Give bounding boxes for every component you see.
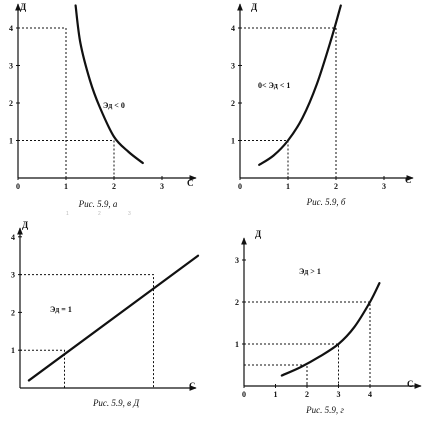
chart-panel-a: Д С 0 1 2 3 1 2 3 4 Эд < 0 Рис. 5.9, а (9, 2, 197, 209)
guide-line (18, 27, 67, 178)
figure-caption: Рис. 5.9, г (305, 405, 344, 415)
chart-panel-g: Д С 0 1 2 3 4 1 2 3 Эд > 1 Рис. 5.9, г (235, 229, 422, 415)
y-tick-label: 4 (11, 233, 15, 242)
data-curve (258, 4, 342, 166)
guide-line (20, 274, 154, 388)
guide-line (244, 364, 308, 386)
guide-line (18, 140, 115, 178)
figure-caption: Рис. 5.9, а (78, 199, 118, 209)
x-tick-label: 4 (368, 390, 372, 399)
guide-line (20, 349, 65, 388)
x-axis-label: С (405, 175, 412, 185)
chart-panel-b: Д С 0 1 2 3 1 2 3 4 0< Эд < 1 Рис. 5.9, б (231, 2, 414, 207)
x-axis-label: С (189, 381, 196, 391)
x-tick-label: 1 (286, 182, 290, 191)
data-curve (280, 282, 381, 377)
x-tick-label: 0 (242, 390, 246, 399)
y-axis-label: Д (255, 229, 262, 239)
y-tick-label: 2 (9, 99, 13, 108)
stray-mark: 3 (128, 211, 131, 217)
y-tick-label: 3 (235, 256, 239, 265)
guide-line (244, 301, 371, 386)
x-axis-label: С (407, 379, 414, 389)
y-tick-label: 2 (11, 308, 15, 317)
data-curve (74, 4, 144, 165)
figure-caption: Рис. 5.9, б (306, 197, 346, 207)
elasticity-annotation: Эд = 1 (50, 305, 72, 314)
y-tick-label: 4 (9, 24, 13, 33)
guide-line (244, 343, 339, 386)
y-tick-label: 1 (9, 137, 13, 146)
stray-mark: 2 (98, 211, 101, 217)
elasticity-annotation: Эд > 1 (299, 267, 321, 276)
x-tick-label: 3 (337, 390, 341, 399)
x-tick-label: 1 (64, 182, 68, 191)
y-axis-label: Д (22, 220, 29, 230)
x-tick-label: 0 (16, 182, 20, 191)
guide-line (240, 140, 289, 178)
chart-panel-v: Д С 1 2 3 4 Эд = 1 Рис. 5.9, в Д (11, 220, 200, 408)
x-tick-label: 3 (160, 182, 164, 191)
y-tick-label: 2 (235, 298, 239, 307)
x-tick-label: 3 (382, 182, 386, 191)
x-tick-label: 2 (112, 182, 116, 191)
x-tick-label: 0 (238, 182, 242, 191)
y-axis-label: Д (20, 2, 27, 12)
y-tick-label: 4 (231, 24, 235, 33)
y-tick-label: 1 (235, 340, 239, 349)
x-tick-label: 2 (334, 182, 338, 191)
data-curve (27, 254, 200, 382)
y-tick-label: 2 (231, 99, 235, 108)
guide-line (240, 27, 337, 178)
x-tick-label: 2 (305, 390, 309, 399)
y-axis-label: Д (251, 2, 258, 12)
x-axis-label: С (187, 178, 194, 188)
y-tick-label: 3 (11, 271, 15, 280)
elasticity-annotation: Эд < 0 (103, 101, 125, 110)
figure-caption: Рис. 5.9, в Д (92, 398, 140, 408)
y-tick-label: 1 (231, 137, 235, 146)
y-tick-label: 1 (11, 346, 15, 355)
stray-mark: 1 (66, 211, 69, 217)
y-tick-label: 3 (231, 62, 235, 71)
x-tick-label: 1 (274, 390, 278, 399)
elasticity-annotation: 0< Эд < 1 (258, 81, 290, 90)
y-tick-label: 3 (9, 62, 13, 71)
